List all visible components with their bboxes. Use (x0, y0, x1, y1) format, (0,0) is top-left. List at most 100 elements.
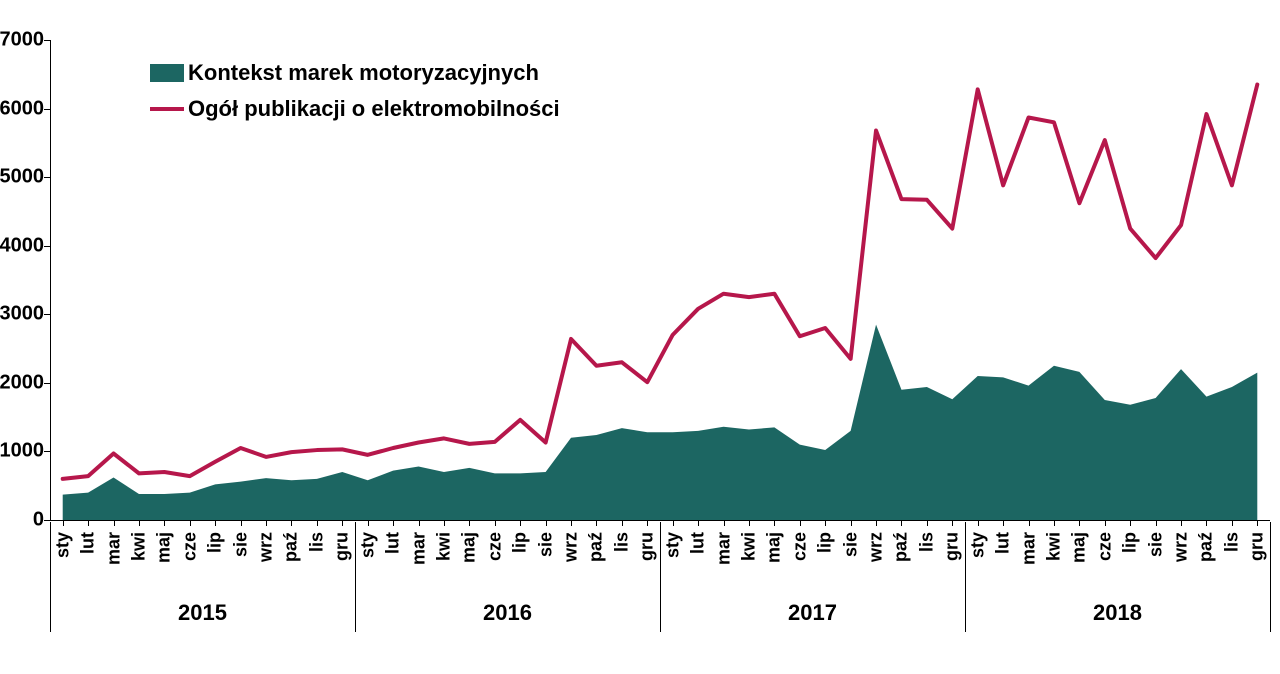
x-month-label: sie (230, 532, 251, 557)
x-month-label: gru (1247, 532, 1268, 561)
year-separator (50, 522, 51, 632)
x-tick-mark (952, 520, 953, 526)
x-month-label: lis (916, 532, 937, 552)
y-tick-label: 6000 (0, 97, 44, 120)
legend: Kontekst marek motoryzacyjnych Ogół publ… (150, 60, 560, 122)
year-separator (1270, 522, 1271, 632)
x-tick-mark (291, 520, 292, 526)
x-month-label: wrz (256, 532, 277, 562)
x-month-label: lut (78, 532, 99, 554)
legend-label-line: Ogół publikacji o elektromobilności (188, 96, 560, 122)
x-axis-line (50, 520, 1270, 521)
x-tick-mark (774, 520, 775, 526)
x-month-label: lis (306, 532, 327, 552)
x-month-label: lip (1120, 532, 1141, 553)
x-tick-mark (851, 520, 852, 526)
x-tick-mark (469, 520, 470, 526)
y-tick-mark (44, 314, 50, 315)
x-month-label: paź (281, 532, 302, 562)
x-month-label: cze (1094, 532, 1115, 561)
y-tick-mark (44, 520, 50, 521)
x-month-label: mar (713, 532, 734, 565)
y-tick-label: 7000 (0, 29, 44, 52)
x-month-label: lip (510, 532, 531, 553)
x-month-label: mar (408, 532, 429, 565)
y-tick-label: 4000 (0, 234, 44, 257)
x-tick-mark (1257, 520, 1258, 526)
x-tick-mark (1206, 520, 1207, 526)
y-tick-mark (44, 246, 50, 247)
x-month-label: sie (1145, 532, 1166, 557)
x-tick-mark (800, 520, 801, 526)
x-month-label: sty (357, 532, 378, 558)
legend-item-area: Kontekst marek motoryzacyjnych (150, 60, 560, 86)
x-month-label: lis (611, 532, 632, 552)
x-month-label: maj (459, 532, 480, 563)
y-tick-mark (44, 451, 50, 452)
x-month-label: wrz (866, 532, 887, 562)
x-tick-mark (520, 520, 521, 526)
x-tick-mark (88, 520, 89, 526)
x-tick-mark (368, 520, 369, 526)
x-tick-mark (1054, 520, 1055, 526)
x-month-label: sty (967, 532, 988, 558)
x-month-label: cze (789, 532, 810, 561)
x-month-label: maj (1069, 532, 1090, 563)
x-month-label: cze (484, 532, 505, 561)
year-separator (965, 522, 966, 632)
y-tick-mark (44, 109, 50, 110)
x-tick-mark (342, 520, 343, 526)
x-month-label: kwi (433, 532, 454, 561)
x-tick-mark (622, 520, 623, 526)
x-tick-mark (317, 520, 318, 526)
year-separator (355, 522, 356, 632)
x-month-label: lut (383, 532, 404, 554)
y-tick-label: 0 (33, 509, 44, 532)
x-tick-mark (1105, 520, 1106, 526)
x-tick-mark (1156, 520, 1157, 526)
year-label: 2017 (788, 600, 837, 626)
x-tick-mark (1079, 520, 1080, 526)
y-tick-label: 1000 (0, 440, 44, 463)
x-month-label: lis (1221, 532, 1242, 552)
x-month-label: gru (942, 532, 963, 561)
y-tick-label: 5000 (0, 166, 44, 189)
x-tick-mark (63, 520, 64, 526)
y-tick-mark (44, 177, 50, 178)
year-separator (660, 522, 661, 632)
x-month-label: gru (637, 532, 658, 561)
x-tick-mark (749, 520, 750, 526)
x-tick-mark (139, 520, 140, 526)
x-tick-mark (876, 520, 877, 526)
x-tick-mark (1181, 520, 1182, 526)
x-month-label: lip (815, 532, 836, 553)
x-month-label: sty (662, 532, 683, 558)
x-month-label: sty (52, 532, 73, 558)
x-month-label: sie (535, 532, 556, 557)
legend-item-line: Ogół publikacji o elektromobilności (150, 96, 560, 122)
x-month-label: kwi (738, 532, 759, 561)
x-tick-mark (825, 520, 826, 526)
x-month-label: lut (993, 532, 1014, 554)
x-tick-mark (1029, 520, 1030, 526)
x-tick-mark (1003, 520, 1004, 526)
x-tick-mark (1232, 520, 1233, 526)
year-label: 2016 (483, 600, 532, 626)
x-month-label: kwi (1043, 532, 1064, 561)
x-tick-mark (495, 520, 496, 526)
x-tick-mark (164, 520, 165, 526)
x-month-label: maj (764, 532, 785, 563)
x-tick-mark (901, 520, 902, 526)
x-month-label: paź (891, 532, 912, 562)
x-month-label: maj (154, 532, 175, 563)
x-tick-mark (241, 520, 242, 526)
x-tick-mark (444, 520, 445, 526)
x-month-label: kwi (128, 532, 149, 561)
area-series (63, 325, 1258, 520)
x-tick-mark (266, 520, 267, 526)
y-tick-mark (44, 40, 50, 41)
x-month-label: paź (1196, 532, 1217, 562)
x-tick-mark (647, 520, 648, 526)
x-tick-mark (673, 520, 674, 526)
legend-swatch-line-icon (150, 107, 184, 111)
